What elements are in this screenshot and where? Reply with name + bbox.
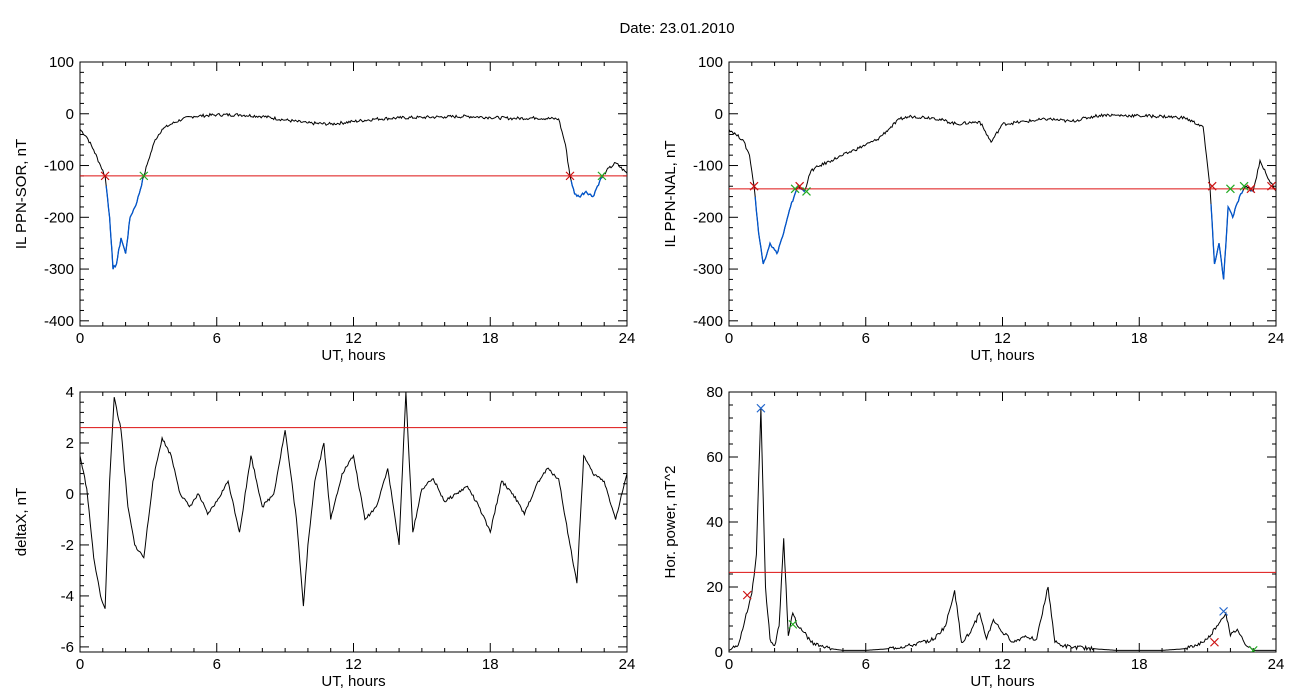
chart-panel-1: 0 6 12 18 24 100 0 -100 -200 -300 -400 UT, hours IL …	[13, 54, 635, 364]
plot-frame	[728, 391, 1277, 653]
plot-frame	[79, 391, 628, 653]
x-tick-label: 0	[725, 656, 733, 673]
cross-marker	[802, 186, 811, 196]
y-tick-label: -200	[44, 209, 74, 226]
y-tick-label: -6	[61, 639, 74, 656]
series-line	[80, 112, 627, 270]
x-tick-label: 18	[482, 330, 499, 347]
x-tick-label: 18	[1131, 656, 1148, 673]
below-threshold-segment	[570, 177, 603, 198]
series-line	[729, 113, 1276, 280]
x-tick-label: 0	[76, 330, 84, 347]
y-tick-label: -400	[44, 313, 74, 330]
y-axis-label: deltaX, nT	[13, 488, 30, 556]
x-tick-label: 24	[1268, 330, 1285, 347]
plot-area	[80, 392, 627, 609]
cross-marker	[756, 403, 766, 413]
x-tick-label: 0	[76, 656, 84, 673]
cross-marker	[1239, 181, 1249, 191]
chart-panel-3: 0 6 12 18 24 4 2 0 -2 -4 -6 UT, hours deltaX, nT	[13, 384, 635, 690]
below-threshold-segment	[105, 178, 144, 270]
y-tick-label: -100	[44, 158, 74, 175]
cross-marker	[1267, 181, 1276, 191]
cross-marker	[742, 590, 752, 600]
y-tick-label: -100	[693, 158, 723, 175]
cross-marker	[1207, 181, 1217, 191]
cross-marker	[1248, 645, 1258, 652]
y-tick-label: -200	[693, 209, 723, 226]
x-axis-label: UT, hours	[321, 347, 385, 364]
y-tick-label: 40	[706, 514, 723, 531]
y-tick-label: 100	[49, 54, 74, 71]
y-tick-label: -2	[61, 537, 74, 554]
x-tick-label: 12	[345, 330, 362, 347]
y-tick-label: 100	[698, 54, 723, 71]
y-tick-label: -400	[693, 313, 723, 330]
cross-marker	[597, 171, 607, 181]
x-axis-label: UT, hours	[970, 347, 1034, 364]
x-tick-label: 24	[1268, 656, 1285, 673]
x-tick-label: 18	[482, 656, 499, 673]
y-axis-label: IL PPN-NAL, nT	[662, 141, 679, 248]
cross-marker	[1210, 637, 1219, 647]
x-tick-label: 0	[725, 330, 733, 347]
plot-area	[729, 113, 1276, 280]
y-tick-label: 4	[66, 384, 74, 401]
x-tick-label: 24	[619, 656, 636, 673]
below-threshold-segment	[754, 190, 797, 265]
x-tick-label: 12	[994, 330, 1011, 347]
y-tick-label: -4	[61, 588, 74, 605]
x-tick-label: 6	[862, 330, 870, 347]
x-tick-label: 12	[994, 656, 1011, 673]
plot-area	[80, 112, 627, 270]
y-axis-label: Hor. power, nT^2	[662, 466, 679, 579]
x-tick-label: 6	[862, 656, 870, 673]
y-tick-label: 2	[66, 435, 74, 452]
series-line	[729, 408, 1276, 652]
x-tick-label: 6	[213, 330, 221, 347]
below-threshold-segment	[1210, 190, 1244, 280]
y-tick-label: 80	[706, 384, 723, 401]
cross-marker	[790, 184, 800, 194]
y-tick-label: 20	[706, 579, 723, 596]
cross-marker	[1246, 184, 1256, 194]
y-tick-label: 0	[66, 106, 74, 123]
y-tick-label: -300	[693, 261, 723, 278]
cross-marker	[139, 171, 149, 181]
chart-panel-4: 0 6 12 18 24 80 60 40 20 0 UT, hours Hor. power, nT…	[662, 384, 1284, 690]
plot-area	[729, 403, 1276, 652]
cross-marker	[1225, 184, 1235, 194]
cross-marker	[788, 619, 798, 629]
series-line	[80, 392, 627, 609]
y-tick-label: 0	[66, 486, 74, 503]
cross-marker	[795, 181, 805, 191]
cross-marker	[1219, 606, 1229, 616]
x-tick-label: 12	[345, 656, 362, 673]
x-tick-label: 18	[1131, 330, 1148, 347]
y-tick-label: 0	[715, 644, 723, 661]
cross-marker	[565, 171, 575, 181]
x-axis-label: UT, hours	[970, 673, 1034, 690]
figure-title: Date: 23.01.2010	[619, 20, 734, 37]
y-tick-label: 0	[715, 106, 723, 123]
y-axis-label: IL PPN-SOR, nT	[13, 139, 30, 249]
cross-marker	[100, 171, 110, 181]
x-axis-label: UT, hours	[321, 673, 385, 690]
y-tick-label: -300	[44, 261, 74, 278]
plot-frame	[728, 61, 1277, 327]
y-tick-label: 60	[706, 449, 723, 466]
cross-marker	[749, 181, 759, 191]
plot-frame	[79, 61, 628, 327]
x-tick-label: 6	[213, 656, 221, 673]
x-tick-label: 24	[619, 330, 636, 347]
chart-panel-2: 0 6 12 18 24 100 0 -100 -200 -300 -400 UT, hours IL …	[662, 54, 1284, 364]
